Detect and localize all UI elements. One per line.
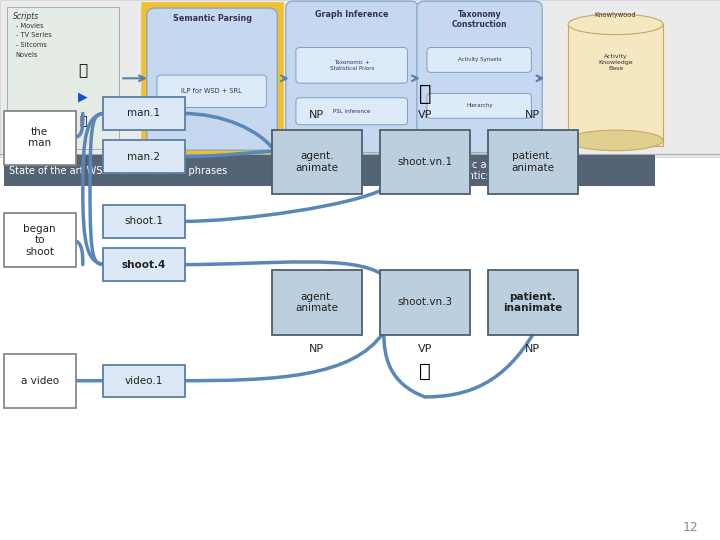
FancyBboxPatch shape: [103, 97, 186, 130]
Text: NP: NP: [525, 344, 541, 354]
Text: - TV Series: - TV Series: [16, 32, 52, 38]
Text: NP: NP: [309, 344, 325, 354]
Text: NP: NP: [309, 110, 325, 120]
FancyBboxPatch shape: [103, 248, 186, 281]
FancyBboxPatch shape: [272, 270, 361, 335]
Text: agent.
animate: agent. animate: [295, 151, 338, 173]
Text: began
to
shoot: began to shoot: [23, 224, 56, 257]
FancyBboxPatch shape: [296, 48, 408, 83]
Text: Scripts: Scripts: [13, 12, 39, 21]
Text: Syntactic and semantic role
semantics from VerbNet: Syntactic and semantic role semantics fr…: [432, 160, 569, 181]
FancyBboxPatch shape: [417, 1, 542, 153]
FancyBboxPatch shape: [346, 155, 655, 186]
Text: shoot.vn.3: shoot.vn.3: [397, 298, 452, 307]
FancyBboxPatch shape: [147, 8, 277, 150]
FancyBboxPatch shape: [0, 0, 720, 157]
Text: Activity Synsets: Activity Synsets: [458, 57, 501, 63]
FancyBboxPatch shape: [7, 7, 119, 149]
FancyBboxPatch shape: [488, 270, 577, 335]
Text: 📖: 📖: [79, 115, 86, 128]
Text: ▶: ▶: [78, 91, 88, 104]
Text: 🔫: 🔫: [418, 84, 431, 104]
FancyBboxPatch shape: [103, 364, 186, 397]
Text: Taxonomic +
Statistical Priors: Taxonomic + Statistical Priors: [330, 60, 374, 71]
Text: VP: VP: [418, 344, 432, 354]
FancyBboxPatch shape: [427, 93, 531, 118]
Text: Semantic Parsing: Semantic Parsing: [173, 14, 252, 23]
Text: VP: VP: [418, 110, 432, 120]
Text: man.2: man.2: [127, 152, 161, 161]
Text: Graph Inference: Graph Inference: [315, 10, 389, 19]
FancyBboxPatch shape: [272, 130, 361, 194]
FancyBboxPatch shape: [4, 213, 76, 267]
Text: - Sitcoms: - Sitcoms: [16, 42, 47, 48]
Text: man.1: man.1: [127, 109, 161, 118]
FancyBboxPatch shape: [380, 270, 469, 335]
FancyBboxPatch shape: [103, 205, 186, 238]
FancyBboxPatch shape: [488, 130, 577, 194]
Text: Taxonomy
Construction: Taxonomy Construction: [451, 10, 508, 29]
Text: Activity
Knowledge
Base: Activity Knowledge Base: [598, 54, 633, 71]
Text: ILP for WSD + SRL: ILP for WSD + SRL: [181, 87, 242, 94]
Text: Knowlywood: Knowlywood: [595, 12, 636, 18]
Text: NP: NP: [525, 110, 541, 120]
FancyBboxPatch shape: [4, 155, 331, 186]
Text: Hierarchy: Hierarchy: [467, 103, 492, 109]
Text: patient.
animate: patient. animate: [511, 151, 554, 173]
FancyBboxPatch shape: [103, 140, 186, 173]
FancyBboxPatch shape: [380, 130, 469, 194]
FancyBboxPatch shape: [427, 48, 531, 72]
FancyBboxPatch shape: [157, 75, 266, 107]
Text: patient.
inanimate: patient. inanimate: [503, 292, 562, 313]
FancyBboxPatch shape: [4, 111, 76, 165]
Text: shoot.1: shoot.1: [125, 217, 163, 226]
Text: State of the art WSD customized for phrases: State of the art WSD customized for phra…: [9, 166, 227, 176]
FancyBboxPatch shape: [144, 5, 281, 152]
FancyBboxPatch shape: [296, 98, 408, 125]
FancyBboxPatch shape: [286, 1, 418, 153]
Text: the
man: the man: [28, 127, 51, 148]
Text: shoot.4: shoot.4: [122, 260, 166, 269]
Text: - Movies: - Movies: [16, 23, 43, 29]
FancyBboxPatch shape: [4, 354, 76, 408]
Ellipse shape: [568, 130, 663, 151]
Text: PSL Inference: PSL Inference: [333, 109, 371, 114]
Text: shoot.vn.1: shoot.vn.1: [397, 157, 452, 167]
Ellipse shape: [568, 14, 663, 35]
Text: 12: 12: [683, 521, 698, 534]
Text: Novels: Novels: [16, 52, 38, 58]
Text: video.1: video.1: [125, 376, 163, 386]
Text: 🎬: 🎬: [78, 63, 87, 78]
Text: agent.
animate: agent. animate: [295, 292, 338, 313]
Text: a video: a video: [21, 376, 58, 386]
Text: 🎥: 🎥: [419, 362, 431, 381]
Bar: [568, 24, 663, 146]
